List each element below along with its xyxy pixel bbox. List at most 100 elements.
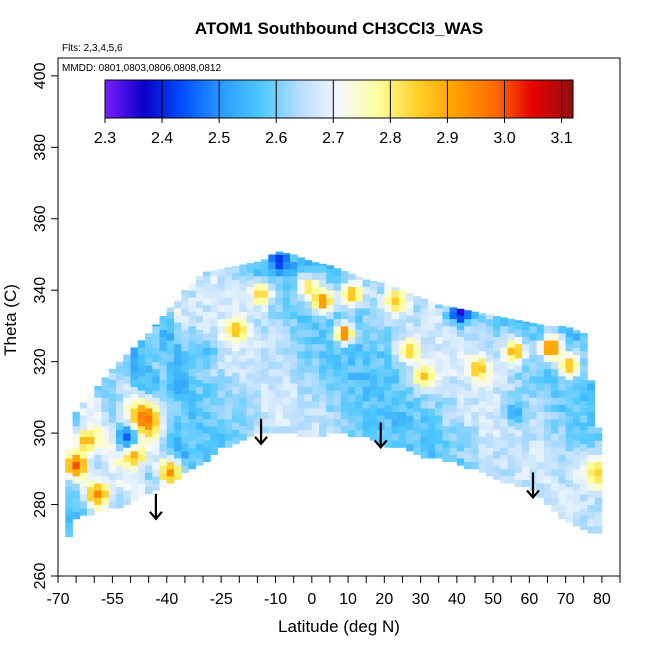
heat-cell-1696 <box>587 475 596 484</box>
heat-cell-826 <box>319 329 327 338</box>
heat-cell-576 <box>246 315 255 323</box>
x-tick-label-10: 50 <box>484 591 502 608</box>
heat-cell-1508 <box>536 447 545 455</box>
heat-cell-599 <box>253 325 262 334</box>
heat-cell-879 <box>333 297 342 305</box>
heat-cell-800 <box>311 336 320 345</box>
heat-cell-1071 <box>398 418 407 427</box>
heat-cell-1691 <box>587 511 596 520</box>
heat-cell-1039 <box>384 318 392 327</box>
heat-cell-1551 <box>543 325 552 334</box>
heat-cell-1328 <box>478 365 487 373</box>
heat-cell-304 <box>174 450 182 459</box>
heat-cell-1084 <box>398 325 407 334</box>
heat-cell-916 <box>348 372 356 380</box>
heat-cell-1258 <box>456 379 465 388</box>
heat-cell-191 <box>137 433 146 441</box>
heat-cell-329 <box>181 450 189 459</box>
heat-cell-1375 <box>493 365 501 373</box>
heat-cell-268 <box>159 365 168 373</box>
heat-cell-783 <box>304 279 313 288</box>
heat-cell-696 <box>282 347 291 355</box>
heat-cell-1681 <box>580 379 588 388</box>
heat-cell-746 <box>297 358 305 366</box>
heat-cell-1209 <box>442 411 450 420</box>
heat-cell-1451 <box>514 329 523 338</box>
heat-cell-1293 <box>471 454 479 463</box>
heat-cell-1341 <box>485 440 494 448</box>
heat-cell-1453 <box>514 320 523 323</box>
heat-cell-522 <box>232 350 240 359</box>
colorbar-tick-label-5: 2.8 <box>379 130 401 147</box>
heat-cell-300 <box>166 307 175 313</box>
x-tick-label-0: -70 <box>46 591 69 608</box>
heat-cell-872 <box>333 347 342 355</box>
heat-cell-664 <box>275 390 284 398</box>
heat-cell-1588 <box>558 440 567 448</box>
heat-cell-1427 <box>507 333 516 341</box>
heat-cell-454 <box>210 297 218 305</box>
heat-cell-1633 <box>572 518 581 527</box>
heat-cell-1330 <box>478 350 487 359</box>
heat-cell-490 <box>224 397 233 405</box>
heat-cell-787 <box>311 429 320 438</box>
heat-cell-1692 <box>587 504 596 513</box>
heat-cell-301 <box>174 472 182 480</box>
heat-cell-1353 <box>485 354 494 363</box>
heat-cell-22 <box>72 447 81 455</box>
heat-cell-1589 <box>558 433 567 441</box>
heat-cell-491 <box>224 390 233 398</box>
heat-cell-2 <box>65 515 73 523</box>
heat-cell-553 <box>239 304 247 313</box>
heat-cell-384 <box>195 422 204 430</box>
heat-cell-1652 <box>572 383 581 391</box>
heat-cell-241 <box>152 390 160 398</box>
heat-cell-498 <box>224 340 233 348</box>
heat-cell-386 <box>195 408 204 416</box>
heat-cell-245 <box>152 361 160 370</box>
heat-cell-79 <box>94 385 102 391</box>
heat-cell-1 <box>65 522 73 530</box>
heat-cell-889 <box>340 397 349 405</box>
heat-cell-822 <box>319 358 327 366</box>
heat-cell-1075 <box>398 390 407 398</box>
heat-cell-1637 <box>572 490 581 498</box>
arrow-markers <box>149 418 540 521</box>
heat-cell-1269 <box>464 461 472 470</box>
heat-cell-1040 <box>384 311 392 320</box>
heat-cell-1647 <box>572 418 581 427</box>
heat-cell-1028 <box>384 397 392 405</box>
heat-cell-971 <box>362 308 371 316</box>
heat-cell-1433 <box>514 458 523 466</box>
heat-cell-1721 <box>594 454 603 463</box>
heat-cell-704 <box>282 290 291 298</box>
heat-cell-32 <box>79 486 88 495</box>
heat-cell-1529 <box>543 483 552 491</box>
heat-cell-1430 <box>514 479 523 488</box>
heat-cell-1189 <box>435 393 443 402</box>
heat-cell-671 <box>275 340 284 348</box>
heat-cell-1387 <box>500 447 508 455</box>
heat-cell-719 <box>290 368 298 377</box>
heat-cell-770 <box>304 372 313 380</box>
heat-cell-499 <box>224 333 233 341</box>
colorbar-tick-label-1: 2.4 <box>151 130 173 147</box>
heat-cell-1458 <box>522 450 530 459</box>
heat-cell-507 <box>224 275 233 284</box>
heat-cell-281 <box>166 440 175 448</box>
heat-cell-1363 <box>493 450 501 459</box>
heat-cell-1677 <box>580 408 588 416</box>
heat-cell-965 <box>362 350 371 359</box>
heat-cell-814 <box>319 415 327 423</box>
heat-cell-1351 <box>485 368 494 377</box>
heat-cell-1466 <box>522 393 530 402</box>
heat-cell-1220 <box>442 333 450 341</box>
heat-cell-698 <box>282 333 291 341</box>
heat-cell-742 <box>297 386 305 395</box>
heat-cell-57 <box>87 422 95 430</box>
heat-cell-292 <box>166 361 175 370</box>
heat-cell-477 <box>217 311 226 320</box>
heat-cell-1690 <box>587 518 596 527</box>
heat-cell-379 <box>195 458 204 466</box>
heat-cell-1418 <box>507 397 516 405</box>
